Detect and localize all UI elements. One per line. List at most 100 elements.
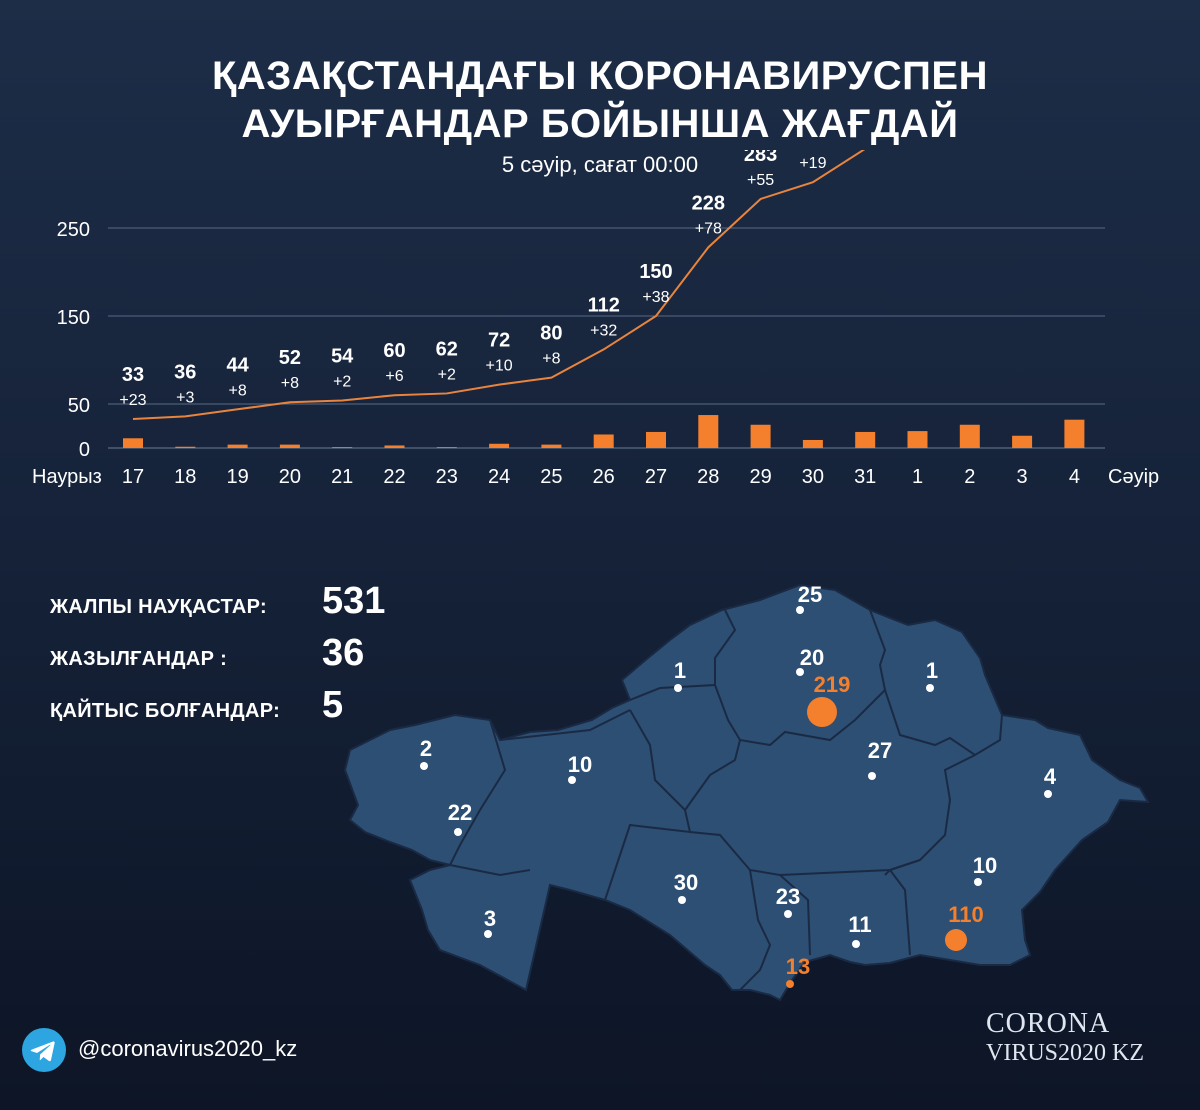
- region-dot: [796, 606, 804, 614]
- total-label: 33: [122, 364, 144, 386]
- region-count: 110: [948, 902, 984, 927]
- region-count: 30: [674, 870, 698, 895]
- bar: [541, 444, 562, 448]
- region-count: 20: [800, 645, 824, 670]
- daily-label: +3: [176, 389, 194, 406]
- x-tick-label: 18: [174, 466, 196, 488]
- telegram-handle[interactable]: @coronavirus2020_kz: [78, 1036, 298, 1061]
- total-label: 228: [692, 192, 725, 214]
- y-tick-label: 250: [57, 219, 90, 241]
- x-tick-label: 27: [645, 466, 667, 488]
- logo-line-1: CORONA: [986, 1008, 1111, 1039]
- border-5: [629, 609, 737, 701]
- title-line-1: ҚАЗАҚСТАНДАҒЫ КОРОНАВИРУСПЕН: [211, 54, 988, 98]
- daily-label: +8: [281, 375, 299, 392]
- region-count: 3: [484, 906, 496, 931]
- x-tick-label: 29: [749, 466, 771, 488]
- x-tick-label: 30: [802, 466, 824, 488]
- bar: [279, 444, 300, 448]
- border-8: [884, 689, 1003, 757]
- x-tick-label: 17: [122, 466, 144, 488]
- region-dot: [484, 930, 492, 938]
- region-count: 22: [448, 800, 472, 825]
- region-count: 1: [674, 658, 686, 683]
- region-dot: [796, 668, 804, 676]
- bar: [907, 431, 928, 448]
- border-11: [739, 869, 772, 991]
- logo-line-2: VIRUS2020 KZ: [986, 1040, 1145, 1066]
- total-label: 283: [744, 150, 777, 166]
- region-count: 11: [848, 912, 871, 937]
- total-label: 52: [279, 347, 301, 369]
- telegram-icon[interactable]: [22, 1028, 66, 1072]
- y-tick-label: 50: [68, 395, 90, 417]
- region-borders: [449, 609, 1003, 991]
- month-label-left: Наурыз: [32, 466, 102, 488]
- y-tick-label: 350: [57, 150, 90, 153]
- total-label: 72: [488, 330, 510, 352]
- bar: [489, 443, 510, 448]
- border-1: [449, 719, 507, 866]
- region-count: 10: [973, 853, 997, 878]
- subtitle-date: 5 сәуір, сағат 00:00: [501, 152, 699, 177]
- deaths-value: 5: [322, 684, 344, 726]
- border-7: [684, 739, 741, 811]
- bar: [332, 447, 353, 448]
- x-tick-label: 23: [436, 466, 458, 488]
- total-label: 112: [588, 294, 620, 316]
- data-labels: 33 +23 36 +3 44 +8 52 +8 54 +2 60 +6 62 +2 72 +10 80 +8 11…: [119, 150, 826, 409]
- total-label: 60: [383, 340, 405, 362]
- daily-label: +55: [747, 172, 774, 189]
- bar: [750, 424, 771, 448]
- x-tick-label: 26: [593, 466, 615, 488]
- x-tick-label: 3: [1017, 466, 1028, 488]
- bar: [123, 438, 143, 448]
- region-dot: [786, 980, 794, 988]
- region-dot: [945, 929, 967, 951]
- border-10: [689, 831, 921, 877]
- border-3: [499, 709, 631, 741]
- corona-virus-logo: CORONA VIRUS2020 KZ: [986, 1010, 1144, 1068]
- x-tick-label: 20: [279, 466, 301, 488]
- daily-label: +2: [438, 366, 456, 383]
- daily-label: +38: [642, 289, 669, 306]
- total-label: 44: [226, 354, 249, 376]
- daily-label: +78: [695, 220, 722, 237]
- bar: [436, 447, 457, 448]
- deaths-label: ҚАЙТЫС БОЛҒАНДАР:: [50, 700, 281, 722]
- x-tick-label: 22: [383, 466, 405, 488]
- bar: [593, 434, 614, 448]
- bar: [175, 446, 196, 448]
- total-cases-value: 531: [322, 580, 386, 622]
- daily-label: +19: [799, 155, 826, 172]
- bar: [1012, 435, 1033, 448]
- daily-label: +8: [228, 382, 246, 399]
- x-tick-label: 24: [488, 466, 510, 488]
- x-tick-label: 31: [854, 466, 876, 488]
- bar: [646, 431, 666, 448]
- bar: [227, 444, 248, 448]
- region-dot: [678, 896, 686, 904]
- x-tick-label: 25: [540, 466, 562, 488]
- total-label: 150: [639, 261, 672, 283]
- border-2: [449, 864, 531, 877]
- x-axis: 17 18 19 20 21 22 23 24 25 26 27 28 29 30 31 1 2 3 4Наурыз…: [32, 466, 1159, 488]
- y-tick-label: 150: [57, 307, 90, 329]
- region-dot: [852, 940, 860, 948]
- daily-label: +2: [333, 373, 351, 390]
- region-dot: [454, 828, 462, 836]
- border-13: [889, 869, 911, 956]
- recovered-label: ЖАЗЫЛҒАНДАР :: [50, 648, 228, 670]
- total-label: 62: [436, 338, 458, 360]
- bar-series: [123, 415, 1085, 448]
- region-dot: [807, 697, 837, 727]
- map-shape: [343, 583, 1150, 1002]
- bar: [855, 431, 876, 448]
- total-label: 36: [174, 361, 196, 383]
- region-count: 25: [798, 582, 822, 607]
- region-count: 2: [420, 736, 432, 761]
- x-tick-label: 1: [912, 466, 923, 488]
- x-tick-label: 19: [226, 466, 248, 488]
- x-tick-label: 21: [331, 466, 353, 488]
